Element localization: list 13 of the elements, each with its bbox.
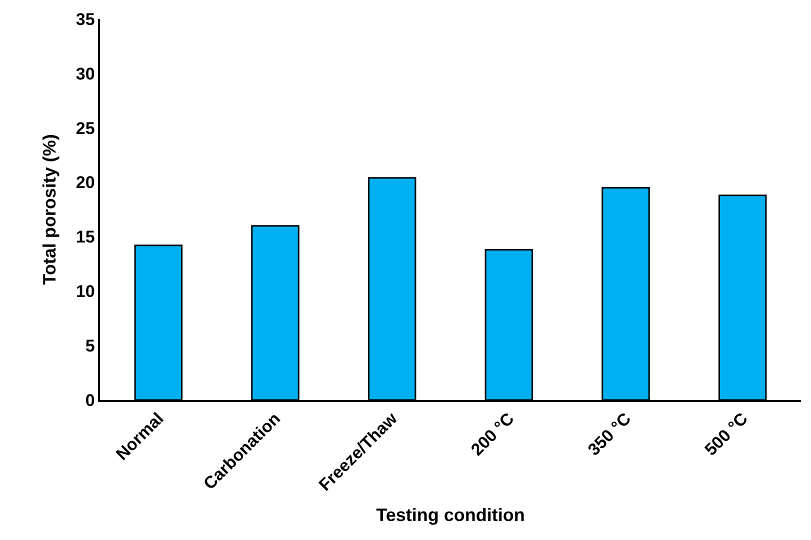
x-axis-title: Testing condition <box>376 505 525 526</box>
y-tick-label: 25 <box>76 118 95 138</box>
y-tick-label: 20 <box>76 173 95 192</box>
y-tick-label: 15 <box>76 228 95 247</box>
y-tick-label: 5 <box>85 336 95 356</box>
y-tick-label: 0 <box>85 390 95 410</box>
y-tick-label: 30 <box>76 64 95 84</box>
x-tick-label: 500 °C <box>701 409 752 460</box>
y-tick-label: 10 <box>76 282 95 302</box>
y-axis-title: Total porosity (%) <box>40 134 60 285</box>
x-tick-label: 350 °C <box>584 409 635 460</box>
x-tick-label: 200 °C <box>467 409 518 460</box>
y-tick-label: 35 <box>76 10 95 29</box>
